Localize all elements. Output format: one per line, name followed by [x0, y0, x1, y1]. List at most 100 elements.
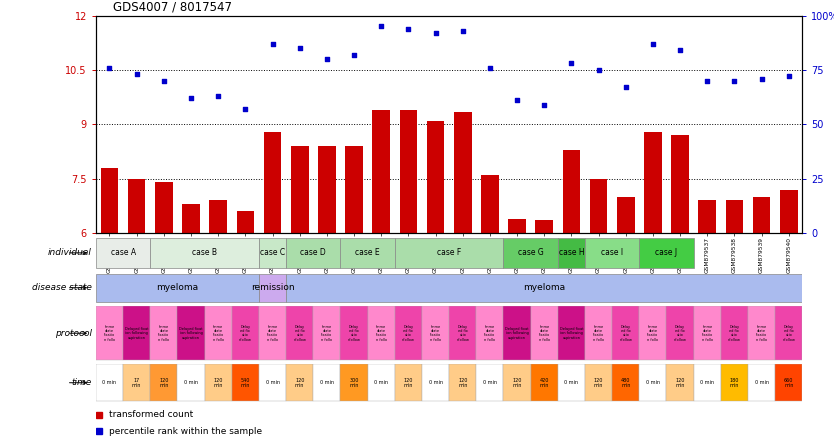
Bar — [155, 182, 173, 233]
Bar — [590, 179, 607, 233]
Point — [673, 47, 686, 54]
Text: case I: case I — [601, 248, 623, 258]
Bar — [150, 306, 178, 360]
Text: time: time — [72, 378, 92, 387]
Text: Imme
diate
fixatio
n follo: Imme diate fixatio n follo — [485, 325, 495, 342]
Text: 120
min: 120 min — [594, 377, 603, 388]
Bar — [666, 364, 694, 401]
Point — [456, 27, 470, 34]
Bar — [340, 238, 394, 268]
Bar — [476, 306, 504, 360]
Text: Imme
diate
fixatio
n follo: Imme diate fixatio n follo — [539, 325, 550, 342]
Bar — [264, 131, 281, 233]
Bar — [314, 306, 340, 360]
Bar — [721, 306, 748, 360]
Text: 300
min: 300 min — [349, 377, 359, 388]
Text: transformed count: transformed count — [108, 410, 193, 419]
Bar — [340, 364, 368, 401]
Text: 0 min: 0 min — [565, 380, 578, 385]
Text: 120
min: 120 min — [404, 377, 413, 388]
Text: Imme
diate
fixatio
n follo: Imme diate fixatio n follo — [213, 325, 224, 342]
Bar — [96, 238, 150, 268]
Text: Delayed fixat
ion following
aspiration: Delayed fixat ion following aspiration — [125, 327, 148, 340]
Text: Delay
ed fix
atio
nfollow: Delay ed fix atio nfollow — [728, 325, 741, 342]
Text: Delayed fixat
ion following
aspiration: Delayed fixat ion following aspiration — [560, 327, 583, 340]
Bar — [150, 238, 259, 268]
Text: GDS4007 / 8017547: GDS4007 / 8017547 — [113, 0, 232, 13]
Bar — [96, 274, 259, 301]
Bar — [558, 364, 585, 401]
Bar — [128, 179, 145, 233]
Text: 0 min: 0 min — [755, 380, 769, 385]
Bar — [368, 306, 394, 360]
Bar — [698, 201, 716, 233]
Bar — [585, 306, 612, 360]
Bar — [368, 364, 394, 401]
Text: 0 min: 0 min — [429, 380, 443, 385]
Text: 120
min: 120 min — [676, 377, 685, 388]
Text: 120
min: 120 min — [512, 377, 522, 388]
Text: case D: case D — [300, 248, 326, 258]
Text: 0 min: 0 min — [184, 380, 198, 385]
Bar — [748, 364, 775, 401]
Text: Imme
diate
fixatio
n follo: Imme diate fixatio n follo — [321, 325, 333, 342]
Text: 660
min: 660 min — [784, 377, 793, 388]
Bar — [504, 364, 530, 401]
Point — [402, 25, 415, 32]
Point — [293, 45, 306, 52]
Point — [619, 84, 632, 91]
Bar — [259, 274, 286, 301]
Point — [157, 77, 170, 84]
Point — [646, 40, 660, 48]
Bar — [259, 238, 286, 268]
Point — [755, 75, 768, 82]
Bar — [753, 197, 771, 233]
Bar — [585, 364, 612, 401]
Bar — [178, 364, 204, 401]
Bar — [259, 306, 286, 360]
Text: Imme
diate
fixatio
n follo: Imme diate fixatio n follo — [158, 325, 169, 342]
Text: Imme
diate
fixatio
n follo: Imme diate fixatio n follo — [375, 325, 387, 342]
Bar — [286, 306, 314, 360]
Text: Delayed fixat
ion following
aspiration: Delayed fixat ion following aspiration — [505, 327, 529, 340]
Point — [782, 73, 796, 80]
Bar — [286, 364, 314, 401]
Text: 17
min: 17 min — [132, 377, 141, 388]
Bar — [504, 306, 530, 360]
Text: case F: case F — [437, 248, 461, 258]
Text: Imme
diate
fixatio
n follo: Imme diate fixatio n follo — [647, 325, 659, 342]
Bar — [612, 364, 640, 401]
Bar — [314, 364, 340, 401]
Text: Delay
ed fix
atio
nfollow: Delay ed fix atio nfollow — [456, 325, 470, 342]
Bar — [340, 306, 368, 360]
Text: Delay
ed fix
atio
nfollow: Delay ed fix atio nfollow — [674, 325, 686, 342]
Bar — [666, 306, 694, 360]
Bar — [394, 364, 422, 401]
Text: case B: case B — [192, 248, 217, 258]
Text: Imme
diate
fixatio
n follo: Imme diate fixatio n follo — [593, 325, 604, 342]
Bar — [422, 306, 449, 360]
Point — [320, 56, 334, 63]
Text: 180
min: 180 min — [730, 377, 739, 388]
Text: percentile rank within the sample: percentile rank within the sample — [108, 427, 262, 436]
Point — [510, 97, 524, 104]
Bar — [286, 274, 802, 301]
Text: Delay
ed fix
atio
nfollow: Delay ed fix atio nfollow — [239, 325, 252, 342]
Text: Imme
diate
fixatio
n follo: Imme diate fixatio n follo — [701, 325, 713, 342]
Text: myeloma: myeloma — [156, 283, 198, 292]
Text: 120
min: 120 min — [214, 377, 223, 388]
Bar — [644, 131, 661, 233]
Bar — [123, 306, 150, 360]
Bar — [640, 364, 666, 401]
Text: 0 min: 0 min — [265, 380, 279, 385]
Bar — [178, 306, 204, 360]
Text: 0 min: 0 min — [701, 380, 714, 385]
Bar — [694, 306, 721, 360]
Point — [483, 64, 496, 71]
Point — [130, 71, 143, 78]
Point — [347, 51, 360, 58]
Bar — [585, 238, 640, 268]
Bar — [775, 306, 802, 360]
Bar — [530, 364, 558, 401]
Bar — [318, 146, 335, 233]
